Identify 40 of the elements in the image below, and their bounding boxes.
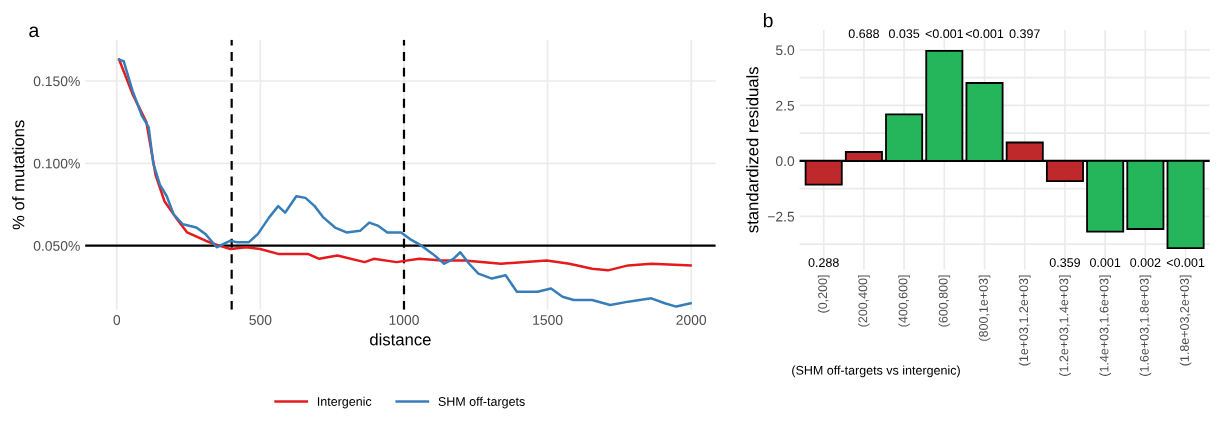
x-tick-label: (1e+03,1.2e+03]: [1018, 275, 1031, 366]
x-axis-title: (SHM off-targets vs intergenic): [792, 365, 960, 378]
y-tick-label: 0.0: [775, 156, 795, 167]
annotation: <0.001: [965, 29, 1004, 39]
y-tick-label: −2.5: [767, 211, 795, 222]
x-tick-label: (1.8e+03,2e+03]: [1179, 275, 1192, 366]
x-tick-label: (400,600]: [898, 275, 910, 327]
annotation: 0.035: [888, 29, 920, 39]
x-tick-label: (1.6e+03,1.8e+03]: [1139, 275, 1152, 376]
annotation: 0.359: [1049, 258, 1080, 267]
x-tick-label: (200,400]: [858, 275, 870, 327]
annotation: <0.001: [1166, 258, 1205, 267]
annotation: 0.688: [848, 29, 879, 39]
x-axis-title: distance: [370, 333, 431, 346]
x-tick-label: 0: [113, 315, 121, 325]
y-tick-label: 2.5: [776, 100, 795, 111]
y-tick-label: 0.050%: [33, 240, 80, 251]
y-axis-title: standardized residuals: [746, 67, 759, 233]
x-tick-label: (600,800]: [938, 275, 951, 327]
legend-label: Intergenic: [317, 396, 372, 409]
chart-title: b: [763, 13, 773, 28]
x-tick-label: (800,1e+03]: [978, 275, 991, 341]
y-tick-label: 5.0: [775, 45, 795, 56]
chart-title: a: [29, 26, 40, 38]
x-tick-label: 1500: [533, 315, 563, 325]
x-tick-label: 2000: [676, 315, 707, 325]
legend-label: SHM off-targets: [438, 396, 525, 409]
y-tick-label: 0.150%: [33, 76, 80, 87]
y-axis-title: % of mutations: [12, 120, 25, 230]
annotation: 0.288: [808, 258, 839, 267]
x-tick-label: (1.4e+03,1.6e+03]: [1099, 275, 1111, 376]
x-tick-label: 500: [249, 315, 272, 325]
annotation: 0.397: [1009, 29, 1040, 39]
y-tick-label: 0.100%: [33, 158, 80, 169]
annotation: 0.002: [1130, 258, 1161, 267]
x-tick-label: (1.2e+03,1.4e+03]: [1059, 275, 1071, 376]
annotation: <0.001: [925, 29, 963, 39]
x-tick-label: 1000: [389, 315, 419, 325]
annotation: 0.001: [1090, 258, 1121, 267]
x-tick-label: (0,200]: [817, 275, 830, 313]
